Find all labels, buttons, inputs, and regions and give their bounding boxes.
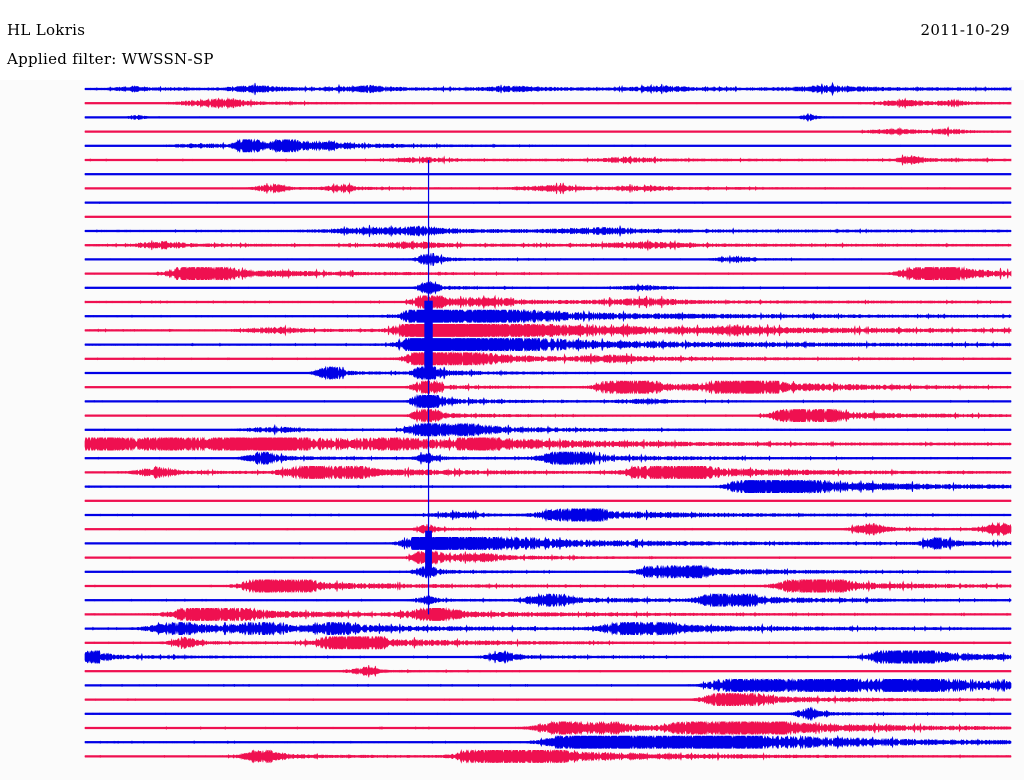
record-date: 2011-10-29 (920, 21, 1010, 39)
seismic-traces (0, 80, 1024, 780)
applied-filter-label: Applied filter: WWSSN-SP (7, 50, 214, 68)
clipped-event-block (425, 530, 432, 571)
helicorder-plot: 00:0000:3001:0001:3002:0002:3003:0003:30… (0, 80, 1024, 780)
clipped-event-block (424, 300, 433, 375)
page-title: HL Lokris (7, 21, 86, 39)
